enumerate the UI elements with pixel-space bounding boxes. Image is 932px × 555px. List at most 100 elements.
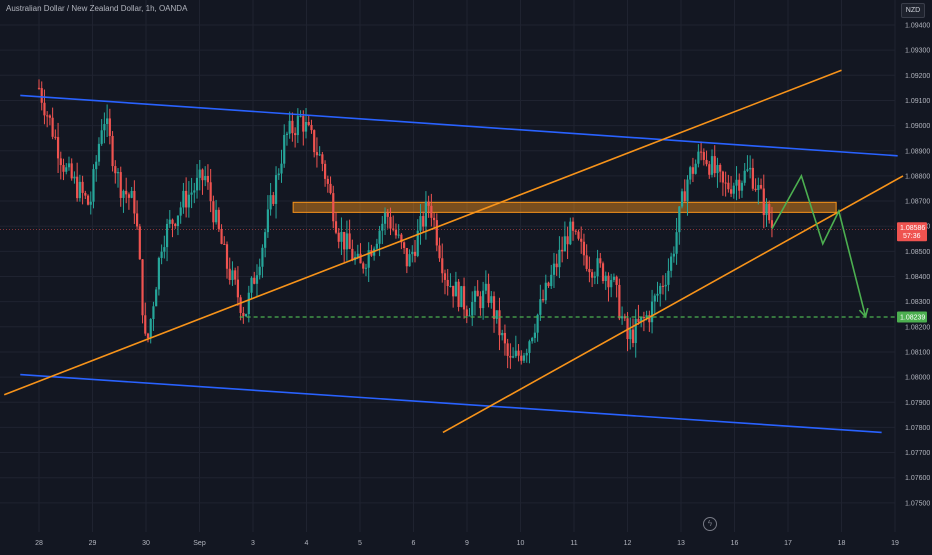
candle-body <box>269 195 272 210</box>
candle-body <box>525 352 528 356</box>
candle-body <box>460 286 463 307</box>
time-tick-label: 5 <box>358 540 362 547</box>
current-price-countdown: 57:36 <box>903 233 921 240</box>
candle-body <box>721 171 725 183</box>
candle-body <box>106 118 109 125</box>
candle-body <box>520 355 523 361</box>
candle-body <box>364 267 368 269</box>
candle-body <box>620 316 624 319</box>
candle-body <box>59 158 62 166</box>
candle-body <box>206 175 210 183</box>
resistance-zone <box>292 201 837 213</box>
candle-body <box>266 209 269 233</box>
candle-body <box>580 238 583 242</box>
time-tick-label: 6 <box>412 540 416 547</box>
candle-body <box>40 88 43 103</box>
candle-body <box>591 272 594 278</box>
candle-body <box>768 203 771 221</box>
candle-body <box>615 276 618 285</box>
candle-body <box>394 229 398 236</box>
candle-body <box>127 194 131 198</box>
candle-body <box>522 355 526 361</box>
candle-body <box>740 182 744 191</box>
candle-body <box>215 209 218 223</box>
candle-body <box>92 169 95 202</box>
candle-body <box>187 194 190 208</box>
candle-body <box>604 275 607 282</box>
candle-body <box>544 282 547 301</box>
candle-body <box>541 299 545 301</box>
candle-body <box>302 116 305 132</box>
candle-body <box>231 270 234 280</box>
candle-body <box>146 333 150 339</box>
lightning-icon[interactable]: ϟ <box>703 517 717 531</box>
candle-body <box>130 190 133 198</box>
candle-body <box>452 285 455 297</box>
candle-body <box>152 306 155 320</box>
candle-body <box>261 247 264 267</box>
candle-body <box>220 228 223 244</box>
price-tick-label: 1.08300 <box>905 299 930 306</box>
candle-body <box>190 192 193 195</box>
candle-body <box>348 233 351 249</box>
price-tick-label: 1.08100 <box>905 349 930 356</box>
candle-body <box>95 161 98 170</box>
candle-body <box>288 120 291 134</box>
candle-body <box>514 350 517 357</box>
time-tick-label: 17 <box>784 540 792 547</box>
candle-body <box>634 318 637 344</box>
candle-body <box>558 249 561 268</box>
time-tick-label: 30 <box>142 540 150 547</box>
candle-body <box>122 190 125 198</box>
candle-body <box>479 296 482 309</box>
candle-body <box>569 221 572 245</box>
candle-body <box>438 245 441 259</box>
candle-body <box>596 258 599 277</box>
candle-body <box>277 173 280 176</box>
channel-upper-line <box>20 94 898 157</box>
projection-arrowhead <box>858 307 869 319</box>
drawings-front[interactable] <box>3 69 904 434</box>
candle-body <box>757 185 760 191</box>
candle-body <box>176 215 180 227</box>
candle-body <box>294 133 297 136</box>
candle-body <box>659 285 662 294</box>
candle-body <box>416 230 419 256</box>
time-tick-label: 3 <box>251 540 255 547</box>
time-axis[interactable]: 28 29 30 Sep 3 4 5 6 9 10 11 12 13 16 17 18 19 <box>35 540 899 547</box>
candle-body <box>443 273 447 280</box>
price-tick-label: 1.07600 <box>905 475 930 482</box>
candle-body <box>716 165 719 174</box>
candle-body <box>762 188 765 216</box>
candle-body <box>255 275 259 284</box>
candle-body <box>46 115 49 117</box>
currency-button[interactable]: NZD <box>901 3 925 18</box>
candle-body <box>672 253 675 257</box>
price-axis[interactable]: 1.09400 1.09300 1.09200 1.09100 1.09000 1.089… <box>897 23 930 508</box>
candle-body <box>490 296 493 303</box>
candle-body <box>656 293 659 296</box>
time-tick-label: 28 <box>35 540 43 547</box>
price-tick-label: 1.08800 <box>905 173 930 180</box>
candle-body <box>111 135 114 167</box>
candle-body <box>601 263 605 282</box>
symbol-title[interactable]: Australian Dollar / New Zealand Dollar, … <box>6 4 188 13</box>
candle-body <box>397 234 400 236</box>
candle-body <box>400 234 403 243</box>
candle-body <box>476 290 479 297</box>
candle-body <box>555 263 558 268</box>
candle-body <box>697 151 700 164</box>
candle-body <box>73 176 76 179</box>
candle-body <box>133 190 136 214</box>
candle-body <box>242 312 245 317</box>
candle-body <box>291 120 294 134</box>
candle-body <box>536 314 539 333</box>
candle-body <box>610 279 613 288</box>
candle-body <box>225 244 229 269</box>
candle-body <box>678 206 681 233</box>
candle-body <box>462 286 466 310</box>
candle-body <box>78 181 81 199</box>
candle-body <box>759 185 763 189</box>
